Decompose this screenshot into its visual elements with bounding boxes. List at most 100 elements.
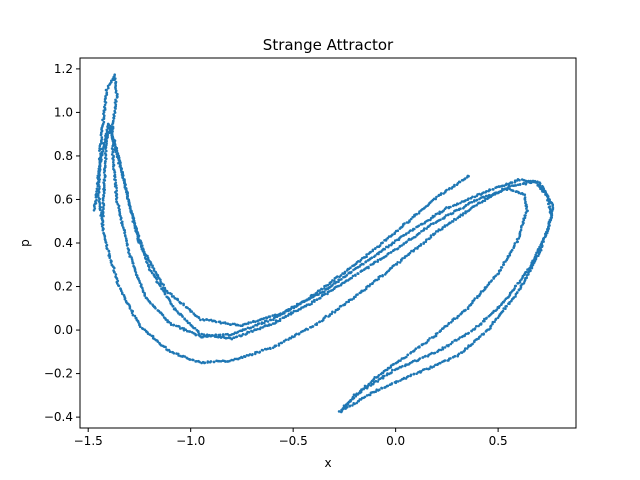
scatter-point	[482, 196, 486, 199]
scatter-point	[495, 191, 498, 194]
scatter-point	[409, 229, 412, 232]
scatter-point	[188, 358, 192, 361]
scatter-point	[118, 162, 122, 165]
scatter-point	[175, 324, 178, 328]
scatter-point	[266, 347, 270, 351]
scatter-point	[156, 309, 160, 312]
scatter-point	[219, 321, 223, 325]
scatter-point	[356, 272, 360, 276]
scatter-point	[128, 206, 132, 210]
scatter-point	[480, 333, 484, 336]
scatter-point	[434, 363, 437, 367]
scatter-point	[415, 372, 418, 376]
scatter-points	[92, 73, 555, 414]
scatter-point	[282, 311, 285, 314]
scatter-point	[438, 212, 441, 215]
scatter-point	[155, 278, 159, 281]
scatter-point	[101, 118, 104, 122]
scatter-point	[549, 216, 553, 220]
scatter-point	[269, 347, 272, 351]
scatter-point	[103, 103, 107, 107]
scatter-point	[112, 119, 115, 123]
scatter-point	[341, 272, 344, 275]
scatter-point	[166, 291, 170, 295]
scatter-point	[254, 323, 257, 327]
scatter-point	[414, 235, 417, 239]
scatter-point	[517, 191, 521, 195]
scatter-point	[133, 222, 137, 225]
scatter-point	[425, 238, 428, 241]
scatter-point	[101, 201, 104, 205]
scatter-point	[398, 227, 402, 230]
scatter-point	[113, 271, 116, 274]
scatter-point	[278, 317, 282, 321]
x-tick-label: −1.0	[176, 434, 205, 448]
scatter-point	[538, 182, 542, 185]
scatter-point	[203, 334, 207, 337]
scatter-point	[273, 313, 277, 317]
scatter-point	[107, 86, 110, 90]
scatter-point	[107, 250, 111, 253]
scatter-point	[109, 124, 112, 128]
scatter-point	[465, 176, 469, 179]
scatter-point	[515, 240, 519, 244]
scatter-point	[436, 212, 439, 215]
scatter-point	[101, 228, 105, 232]
scatter-point	[487, 193, 491, 197]
scatter-point	[125, 239, 128, 242]
scatter-point	[146, 254, 149, 258]
scatter-point	[395, 263, 399, 266]
scatter-point	[289, 307, 293, 311]
scatter-point	[237, 323, 240, 327]
scatter-point	[470, 200, 474, 204]
scatter-point	[345, 269, 349, 272]
scatter-point	[122, 226, 125, 229]
scatter-point	[538, 248, 542, 252]
scatter-point	[104, 88, 108, 92]
scatter-point	[475, 203, 478, 207]
scatter-point	[352, 393, 356, 397]
scatter-point	[95, 198, 98, 202]
scatter-point	[101, 147, 104, 150]
scatter-point	[106, 84, 110, 88]
scatter-point	[548, 224, 551, 227]
scatter-point	[103, 97, 107, 101]
scatter-point	[159, 284, 162, 288]
scatter-point	[226, 322, 230, 326]
scatter-point	[360, 269, 364, 273]
scatter-point	[110, 136, 114, 139]
scatter-point	[299, 302, 302, 306]
scatter-point	[374, 254, 377, 257]
scatter-point	[511, 189, 515, 193]
scatter-point	[351, 274, 355, 278]
scatter-point	[473, 204, 476, 208]
scatter-point	[110, 153, 114, 156]
scatter-point	[425, 367, 428, 371]
scatter-point	[447, 213, 450, 216]
scatter-point	[104, 164, 107, 167]
scatter-point	[102, 178, 106, 181]
y-tick-label: 0.6	[54, 192, 73, 206]
scatter-point	[447, 322, 450, 326]
scatter-point	[197, 332, 201, 336]
scatter-point	[518, 183, 522, 186]
scatter-point	[376, 245, 379, 249]
scatter-point	[387, 244, 391, 247]
scatter-point	[323, 292, 327, 296]
x-tick-label: 0.5	[489, 434, 508, 448]
scatter-point	[449, 321, 453, 324]
scatter-point	[477, 324, 480, 328]
scatter-point	[162, 316, 166, 319]
scatter-point	[221, 333, 225, 336]
scatter-point	[103, 235, 107, 239]
scatter-point	[123, 234, 127, 237]
scatter-point	[279, 312, 282, 315]
scatter-point	[380, 241, 383, 245]
scatter-point	[206, 360, 210, 363]
scatter-point	[274, 344, 278, 348]
scatter-point	[436, 363, 439, 367]
scatter-point	[409, 374, 412, 378]
scatter-point	[114, 273, 118, 276]
scatter-point	[385, 373, 389, 377]
scatter-point	[123, 297, 127, 301]
